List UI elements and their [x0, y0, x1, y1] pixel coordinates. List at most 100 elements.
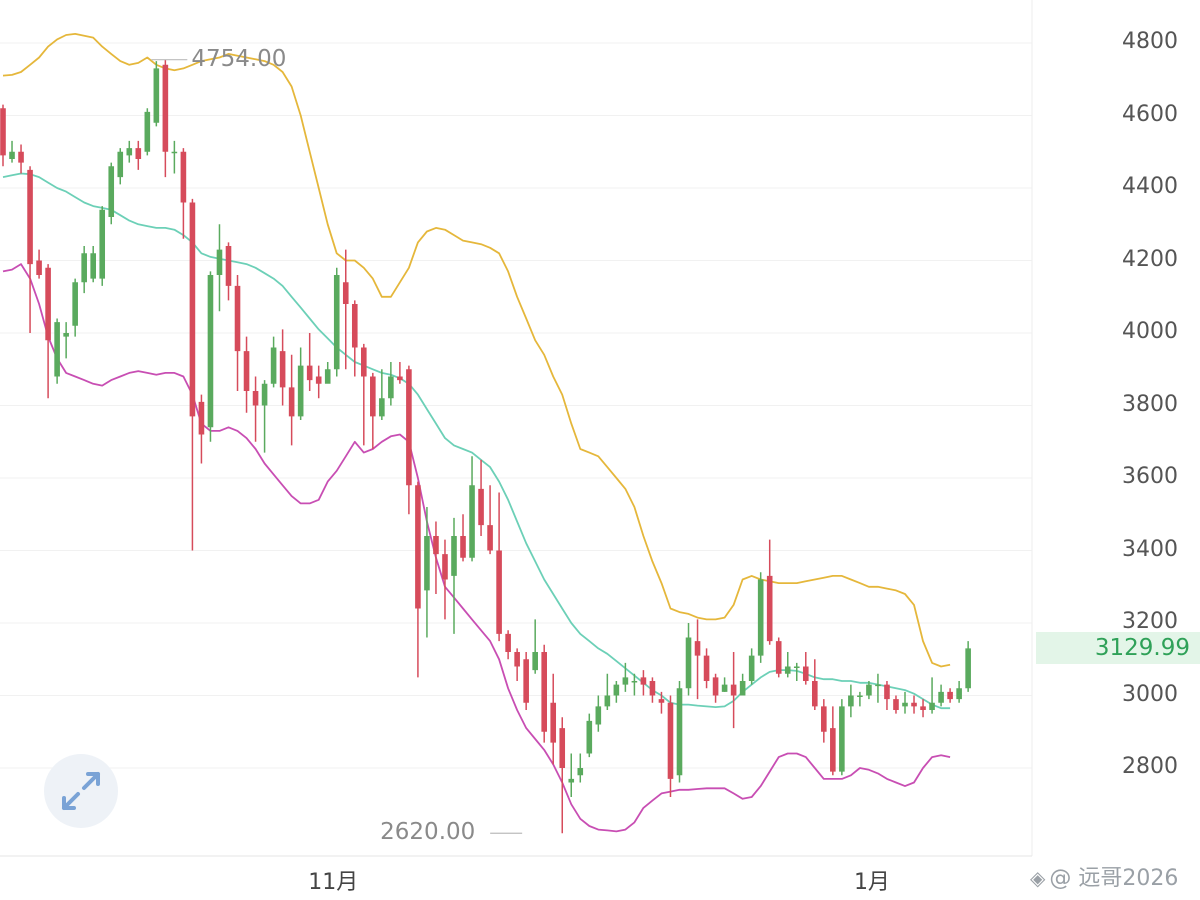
candle-body — [568, 778, 575, 783]
candle-body — [884, 684, 890, 700]
candle-body — [288, 387, 295, 417]
candle-body — [153, 68, 160, 123]
candle-body — [36, 260, 42, 275]
candle-body — [830, 728, 836, 772]
candle-body — [766, 575, 773, 642]
candle-body — [424, 536, 430, 591]
candle-body — [721, 684, 728, 692]
candle-body — [595, 706, 602, 725]
candle-body — [857, 695, 863, 697]
expand-arrows-icon — [62, 772, 100, 810]
candle-body — [135, 148, 142, 159]
candle-body — [315, 376, 322, 384]
candle-body — [613, 684, 620, 696]
candle-body — [667, 702, 674, 779]
x-tick-label: 1月 — [853, 870, 890, 895]
candle-body — [234, 285, 241, 352]
y-tick-label: 3600 — [1122, 464, 1178, 489]
band-line-lower — [2, 263, 951, 833]
candlesticks — [0, 59, 971, 834]
candle-body — [802, 666, 809, 681]
candle-body — [631, 681, 638, 683]
candle-body — [703, 655, 710, 681]
candle-body — [252, 391, 259, 406]
candle-body — [487, 525, 493, 551]
candle-body — [622, 677, 629, 685]
candle-body — [361, 347, 367, 377]
candle-body — [270, 347, 277, 384]
candle-body — [0, 108, 6, 156]
candle-body — [342, 282, 349, 304]
candle-body — [559, 728, 566, 768]
candle-body — [397, 376, 403, 381]
candle-body — [902, 702, 908, 707]
candle-body — [911, 702, 917, 707]
bollinger-bands — [2, 33, 951, 833]
candle-body — [63, 333, 69, 337]
candle-body — [433, 536, 439, 555]
candle-body — [920, 706, 926, 710]
y-tick-label: 4400 — [1122, 174, 1178, 199]
candle-body — [27, 169, 33, 265]
candle-body — [839, 706, 845, 772]
y-tick-label: 4000 — [1122, 319, 1178, 344]
candle-body — [406, 369, 412, 486]
candle-body — [649, 681, 656, 696]
candle-body — [784, 666, 791, 674]
candle-body — [297, 365, 304, 417]
candle-body — [54, 322, 60, 377]
band-line-mid — [2, 172, 951, 710]
candle-body — [162, 64, 169, 152]
candle-body — [496, 550, 502, 634]
candle-body — [965, 648, 971, 689]
candle-body — [388, 376, 394, 399]
candle-body — [757, 579, 764, 656]
candle-body — [947, 691, 953, 700]
candle-body — [108, 166, 115, 217]
candle-body — [90, 253, 96, 279]
candle-body — [171, 151, 178, 154]
candle-body — [739, 681, 746, 696]
candle-body — [586, 720, 593, 754]
candle-body — [748, 655, 755, 681]
candle-body — [848, 695, 854, 707]
candle-body — [893, 699, 899, 710]
candle-body — [18, 151, 24, 163]
candle-body — [198, 401, 205, 435]
candle-body — [333, 275, 340, 370]
candle-body — [676, 688, 683, 776]
expand-button[interactable] — [44, 754, 118, 828]
y-tick-label: 3200 — [1122, 609, 1178, 634]
candle-body — [505, 633, 511, 652]
candle-body — [694, 641, 701, 656]
candle-body — [99, 209, 106, 279]
candle-body — [577, 768, 584, 776]
candle-body — [370, 376, 376, 417]
candle-body — [730, 684, 737, 696]
candle-body — [541, 652, 547, 732]
candle-body — [685, 637, 692, 689]
candle-body — [379, 398, 385, 417]
candle-body — [451, 536, 457, 576]
y-tick-label: 4200 — [1122, 246, 1178, 272]
candle-body — [216, 249, 223, 275]
candle-body — [81, 253, 87, 283]
high-low-markers — [151, 59, 523, 834]
candle-body — [306, 365, 313, 381]
candle-body — [514, 652, 520, 667]
candle-body — [875, 684, 881, 687]
candle-body — [658, 699, 665, 703]
candle-body — [45, 267, 51, 341]
candle-body — [812, 681, 818, 707]
candle-body — [523, 659, 529, 703]
candle-body — [712, 677, 719, 696]
diamond-logo-icon: ◈ — [1030, 866, 1046, 890]
candle-body — [225, 246, 232, 286]
candle-body — [189, 202, 196, 417]
y-tick-label: 4800 — [1122, 29, 1178, 54]
candle-body — [550, 702, 557, 743]
candle-body — [243, 351, 250, 391]
candle-body — [938, 691, 944, 703]
low-price-label: 2620.00 — [380, 819, 476, 846]
